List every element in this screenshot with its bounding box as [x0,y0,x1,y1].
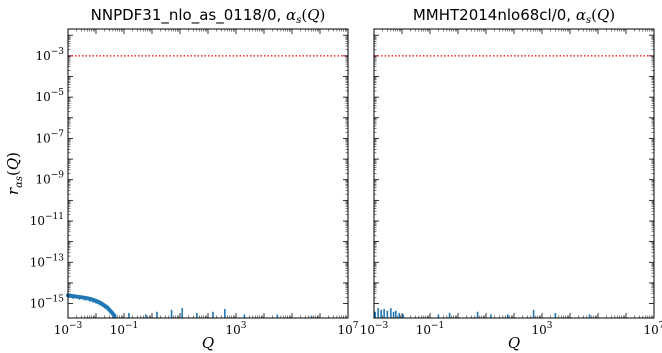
chart-title-2: MMHT2014nlo68cl/0, αs(Q) [413,6,615,26]
x-tick-label: 10−1 [416,321,445,337]
y-tick-label: 10−13 [30,253,65,269]
y-tick-label: 10−9 [35,171,64,187]
x-tick-label: 103 [531,321,552,337]
chart-panel-2: 10−3 10−1 103 107 Q [360,28,662,352]
data-series-line [66,293,117,318]
x-tick-label: 107 [643,321,662,337]
plot-frame [67,28,349,319]
x-axis-label: Q [508,334,520,352]
y-tick-label: 10−3 [35,47,64,63]
x-axis-label: Q [202,334,214,352]
chart-panel-1: 10−3 10−1 103 107 10−15 10−13 10−11 10−9 10−7 10−… [4,28,359,352]
y-axis-label: rαs(Q) [4,152,25,195]
plot-frame [373,28,655,319]
chart-title-1: NNPDF31_nlo_as_0118/0, αs(Q) [91,6,326,26]
x-tick-label: 10−3 [360,321,389,337]
y-tick-label: 10−15 [30,295,65,311]
x-tick-label: 10−3 [54,321,83,337]
y-tick-label: 10−7 [35,129,64,145]
y-tick-label: 10−5 [35,88,64,104]
x-tick-label: 10−1 [110,321,139,337]
x-tick-label: 107 [337,321,358,337]
y-tick-label: 10−11 [30,212,64,228]
x-tick-label: 103 [225,321,246,337]
